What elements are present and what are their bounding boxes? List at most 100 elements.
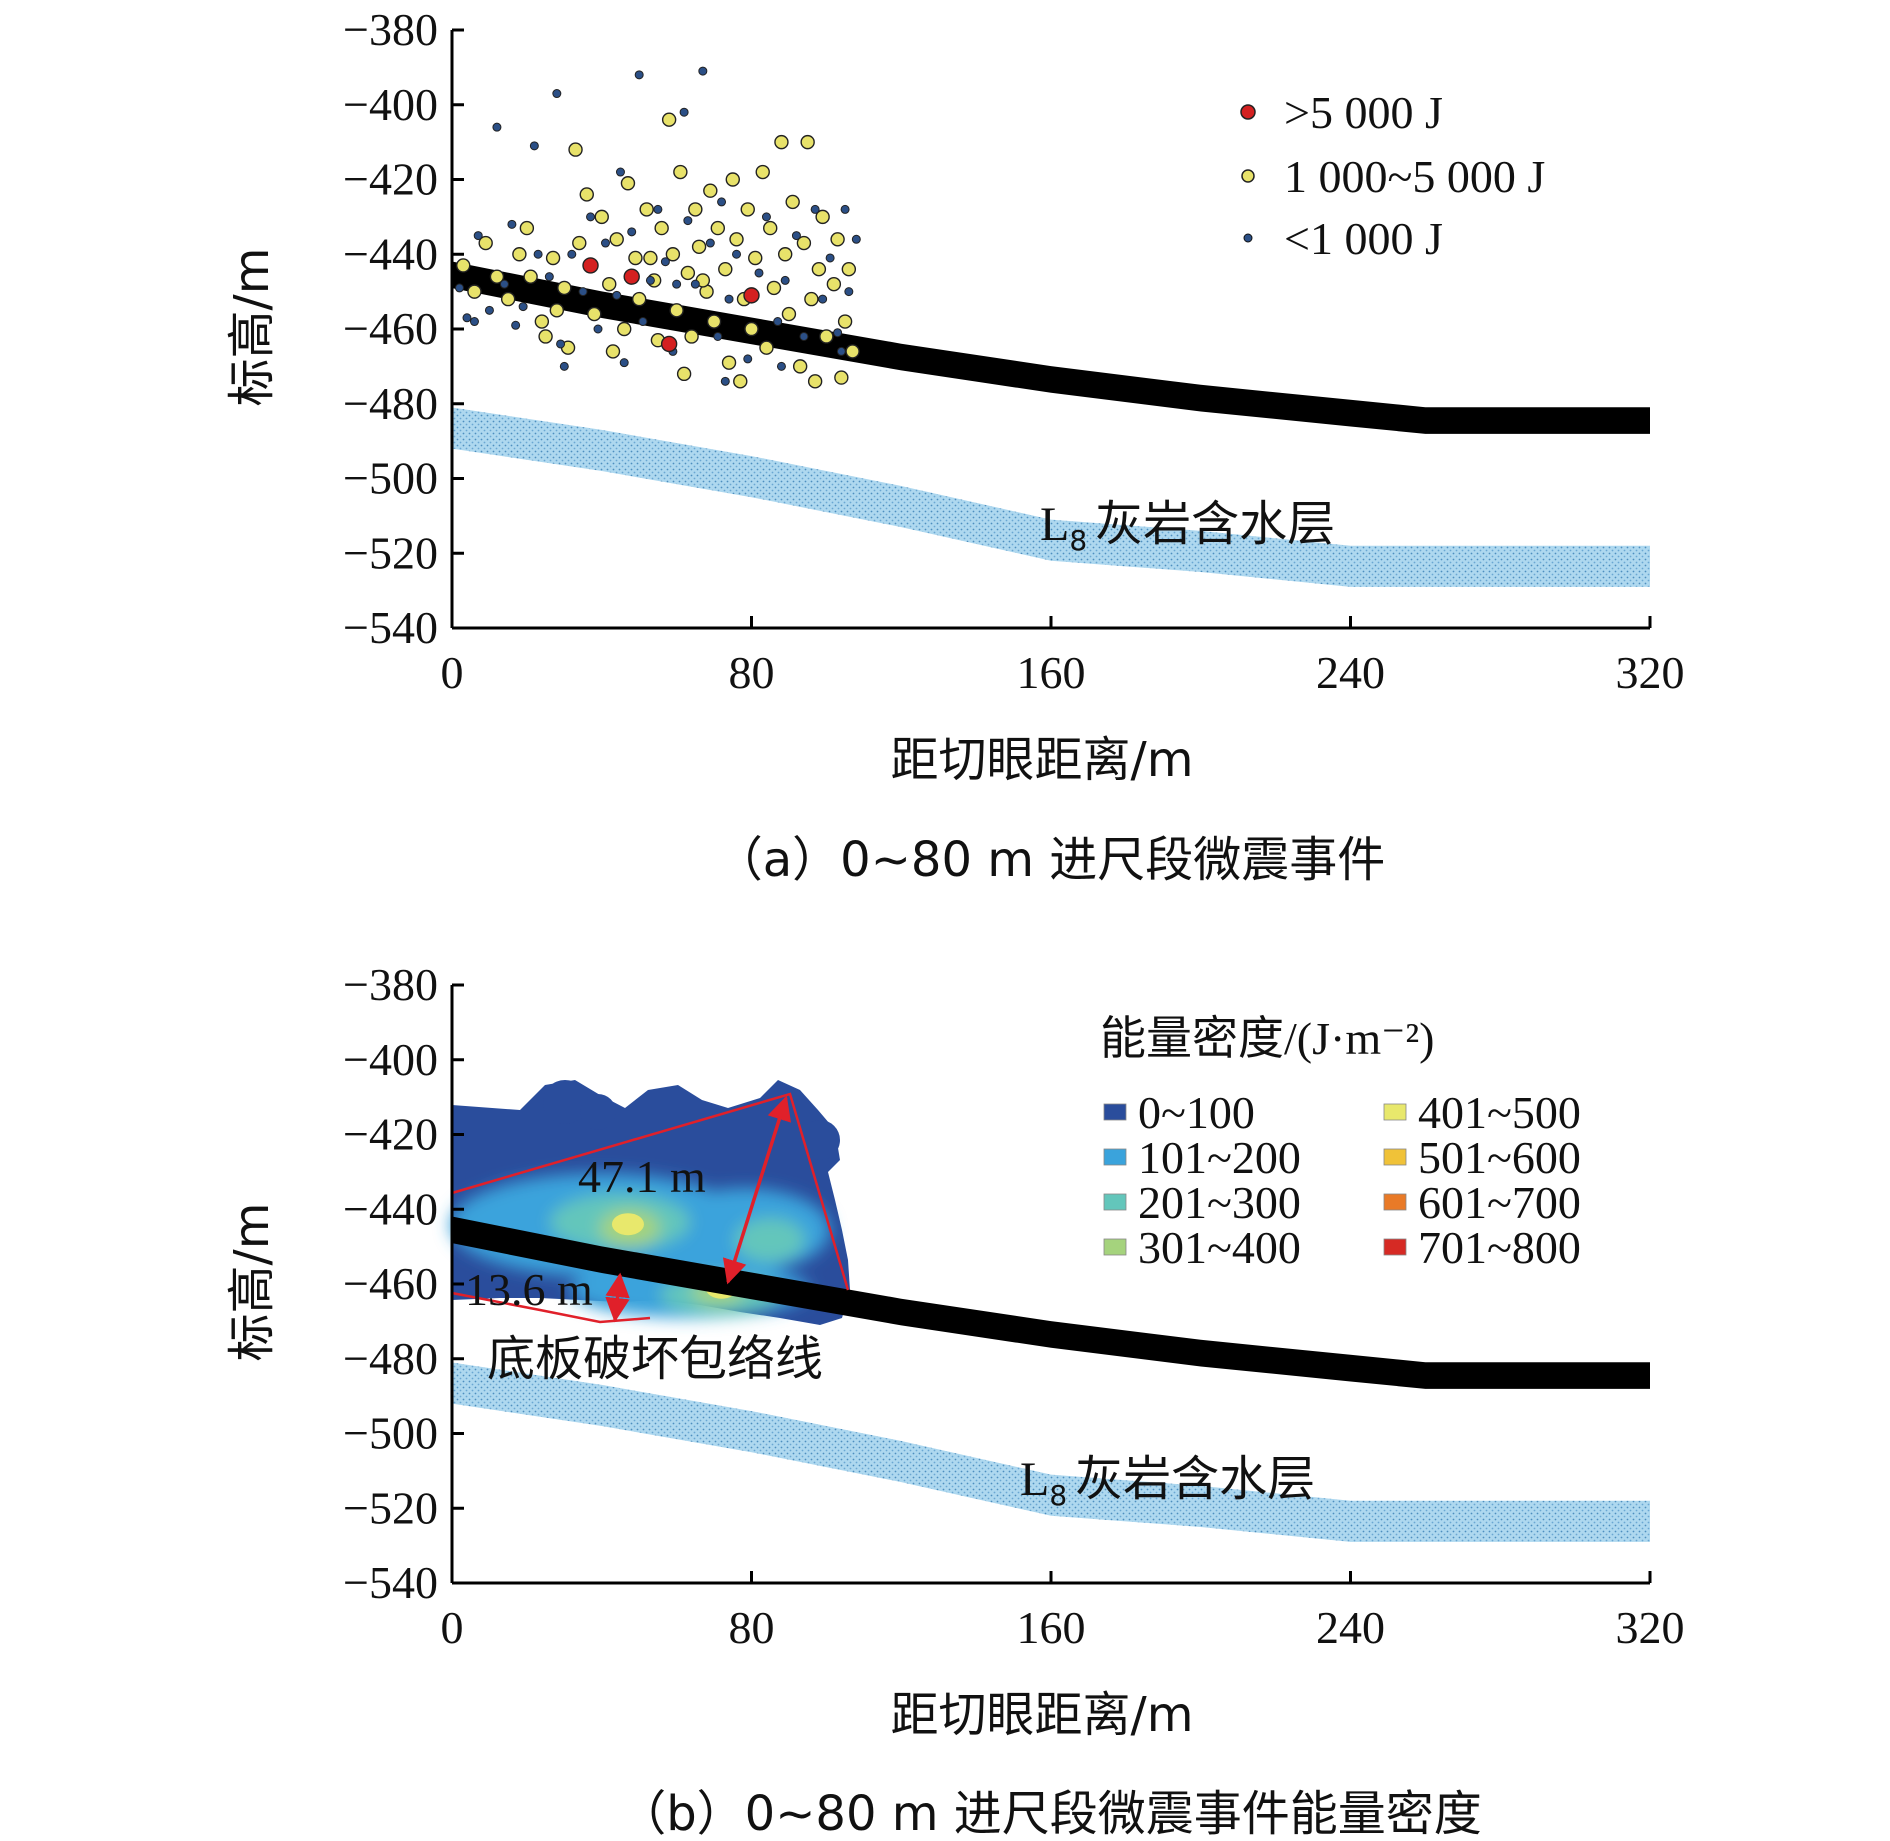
scatter-point bbox=[819, 329, 834, 344]
scatter-point bbox=[568, 142, 583, 157]
aquifer-band-shape bbox=[452, 1362, 1650, 1542]
scatter-point bbox=[660, 335, 678, 353]
density-hotspot bbox=[611, 1213, 644, 1236]
scatter-point bbox=[534, 314, 550, 329]
scatter-point bbox=[609, 232, 624, 247]
scatter-point bbox=[703, 183, 718, 198]
scatter-point bbox=[673, 164, 688, 180]
scatter-point bbox=[740, 202, 755, 217]
scatter-point bbox=[462, 313, 472, 323]
scatter-point bbox=[619, 358, 629, 368]
scatter-point bbox=[578, 287, 588, 297]
legend-marker-lt1000 bbox=[1243, 233, 1253, 243]
scatter-point bbox=[617, 321, 632, 337]
aquifer-label: L8 灰岩含水层 bbox=[1020, 1451, 1315, 1512]
scatter-point bbox=[732, 249, 742, 259]
label-13m: 13.6 m bbox=[465, 1264, 593, 1315]
legend-swatch bbox=[1383, 1238, 1407, 1256]
scatter-point bbox=[724, 294, 734, 304]
scatter-point bbox=[811, 262, 827, 277]
scatter-point bbox=[639, 202, 654, 217]
scatter-point bbox=[743, 287, 760, 304]
scatter-point bbox=[713, 331, 723, 341]
scatter-point bbox=[744, 321, 759, 337]
scatter-point bbox=[478, 235, 493, 251]
legend-swatch bbox=[1383, 1148, 1407, 1166]
scatter-point bbox=[672, 279, 682, 289]
scatter-point bbox=[456, 258, 471, 273]
scatter-point bbox=[721, 355, 737, 370]
scatter-point bbox=[759, 340, 774, 355]
scatter-point bbox=[833, 328, 843, 338]
scatter-point bbox=[557, 280, 572, 296]
scatter-point bbox=[698, 66, 708, 76]
x-tick-label: 0 bbox=[441, 1602, 464, 1653]
floor-damage-envelope-line bbox=[451, 1092, 850, 1291]
x-tick-label: 0 bbox=[441, 647, 464, 698]
y-tick-label: −440 bbox=[343, 228, 438, 279]
scatter-point bbox=[634, 70, 644, 80]
y-tick-label: −500 bbox=[343, 453, 438, 504]
y-tick-label: −480 bbox=[343, 1333, 438, 1384]
scatter-point bbox=[718, 262, 733, 277]
y-tick-label: −540 bbox=[343, 602, 438, 653]
scatter-point bbox=[499, 279, 509, 289]
scatter-point bbox=[792, 359, 808, 374]
scatter-point bbox=[725, 172, 740, 187]
scatter-point bbox=[684, 329, 699, 344]
scatter-point bbox=[643, 250, 658, 266]
y-tick-label: −460 bbox=[343, 1258, 438, 1309]
legend-label-gt5000: >5 000 J bbox=[1284, 87, 1443, 138]
coal-seam-shape bbox=[452, 1216, 1650, 1389]
y-tick-label: −540 bbox=[343, 1557, 438, 1608]
scatter-point bbox=[512, 247, 527, 262]
aquifer-band-shape bbox=[452, 407, 1650, 587]
x-tick-label: 160 bbox=[1017, 1602, 1086, 1653]
coal-seam bbox=[452, 261, 1650, 434]
scatter-point bbox=[844, 287, 854, 297]
scatter-point bbox=[773, 317, 783, 327]
scatter-point bbox=[720, 376, 730, 386]
scatter-point bbox=[544, 272, 554, 282]
density-blob bbox=[543, 1080, 587, 1124]
scatter-point bbox=[620, 176, 636, 191]
scatter-point bbox=[799, 331, 809, 341]
scatter-point bbox=[826, 276, 842, 292]
legend-label: 0~100 bbox=[1138, 1087, 1255, 1138]
scatter-point bbox=[837, 314, 853, 329]
scatter-point bbox=[552, 89, 562, 99]
scatter-point bbox=[815, 209, 830, 225]
x-tick-label: 240 bbox=[1316, 1602, 1385, 1653]
scatter-point bbox=[586, 212, 596, 222]
scatter-point bbox=[766, 280, 782, 296]
x-axis-title: 距切眼距离/m bbox=[891, 732, 1194, 788]
y-tick-label: −400 bbox=[343, 1034, 438, 1085]
scatter-point bbox=[484, 305, 494, 315]
scatter-point bbox=[529, 141, 539, 151]
scatter-point bbox=[683, 216, 693, 226]
label-floor-damage-envelope: 底板破坏包络线 bbox=[487, 1331, 823, 1387]
y-tick-label: −440 bbox=[343, 1183, 438, 1234]
scatter-point bbox=[654, 220, 669, 236]
legend-swatch bbox=[1383, 1193, 1407, 1211]
dimension-arrow-47m bbox=[722, 1095, 792, 1285]
caption-b: （b）0~80 m 进尺段微震事件能量密度 bbox=[618, 1786, 1482, 1841]
y-axis-title: 标高/m bbox=[224, 248, 280, 407]
scatter-point bbox=[549, 303, 565, 318]
scatter-point bbox=[519, 220, 535, 236]
scatter-point bbox=[774, 134, 789, 150]
y-tick-label: −420 bbox=[343, 1109, 438, 1160]
scatter-point bbox=[545, 250, 561, 266]
y-axis-title: 标高/m bbox=[224, 1203, 280, 1362]
scatter-point bbox=[605, 344, 621, 359]
y-tick-label: −400 bbox=[343, 79, 438, 130]
scatter-point bbox=[841, 262, 857, 277]
aquifer-band bbox=[452, 407, 1650, 587]
y-tick-label: −380 bbox=[343, 959, 438, 1010]
y-tick-label: −480 bbox=[343, 378, 438, 429]
y-tick-label: −380 bbox=[343, 4, 438, 55]
scatter-point bbox=[780, 275, 790, 285]
